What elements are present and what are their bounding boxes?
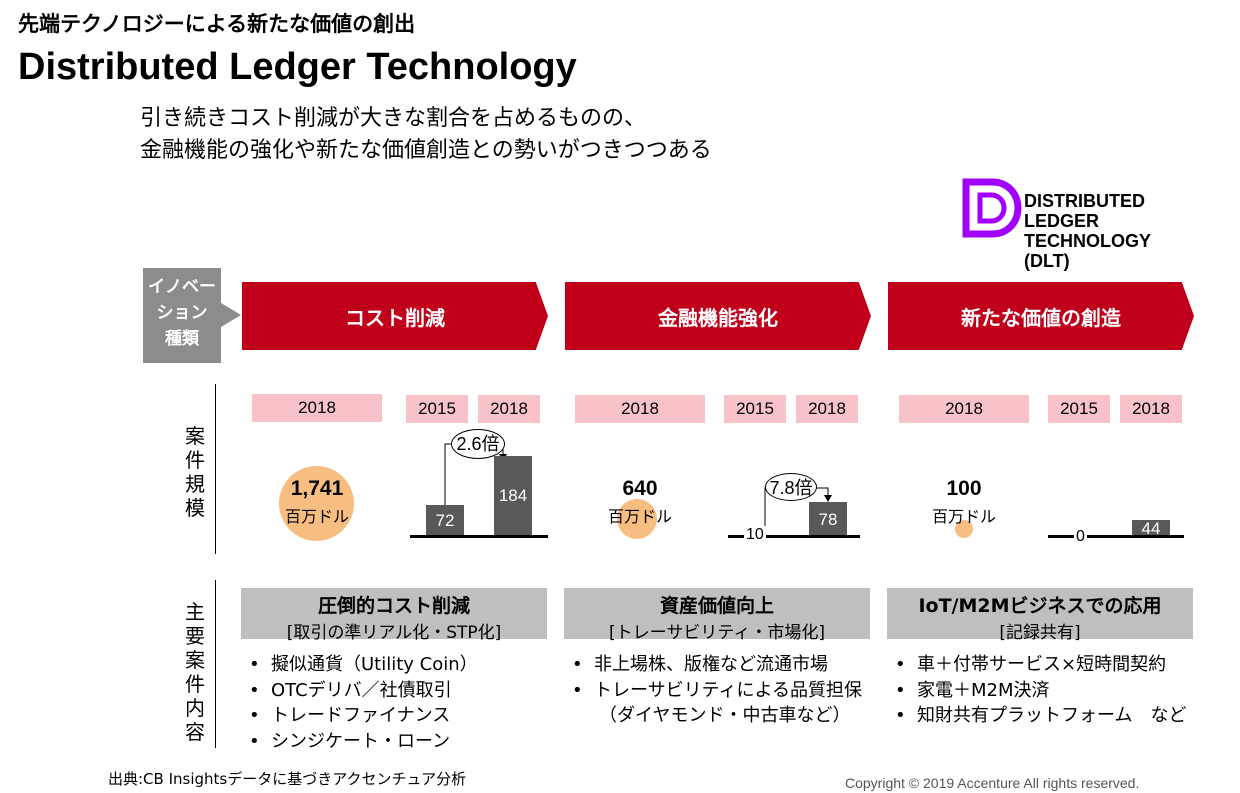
list-item: シンジケート・ローン xyxy=(243,729,478,755)
bar-2015: 72 xyxy=(426,505,464,537)
arrow-right-icon xyxy=(221,303,241,327)
row-label-content: 主要案件内容 xyxy=(185,600,205,744)
divider xyxy=(215,580,216,748)
value-bubble xyxy=(955,520,973,538)
deal-unit: 百万ドル xyxy=(284,507,349,526)
bullet-list-finance: 非上場株、版権など流通市場 トレーサビリティによる品質担保 （ダイヤモンド・中古… xyxy=(566,652,862,729)
content-box-value: IoT/M2Mビジネスでの応用 [記録共有] xyxy=(887,588,1193,643)
content-box-cost: 圧倒的コスト削減 [取引の準リアル化・STP化] xyxy=(241,588,547,643)
subtitle-line-1: 引き続きコスト削減が大きな割合を占めるものの、 xyxy=(140,106,647,131)
list-item: 知財共有プラットフォーム など xyxy=(889,703,1186,729)
chart-baseline xyxy=(728,535,860,538)
content-box-finance: 資産価値向上 [トレーサビリティ・市場化] xyxy=(564,588,870,643)
dlt-logo-text: DISTRIBUTED LEDGER TECHNOLOGY (DLT) xyxy=(1024,191,1152,271)
year-pill: 2015 xyxy=(406,395,468,423)
value-bubble xyxy=(617,499,657,539)
list-item: 家電＋M2M決済 xyxy=(889,678,1186,704)
category-header-cost: コスト削減 xyxy=(242,282,548,350)
bar-2018: 184 xyxy=(494,456,532,537)
row-label-scale: 案件規模 xyxy=(185,424,205,520)
category-header-value: 新たな価値の創造 xyxy=(888,282,1194,350)
value-bubble xyxy=(279,466,354,541)
list-item: （ダイヤモンド・中古車など） xyxy=(599,705,851,726)
deal-unit: 百万ドル xyxy=(931,507,996,526)
subtitle-line-2: 金融機能の強化や新たな価値創造との勢いがつきつつある xyxy=(140,138,712,163)
year-pill: 2015 xyxy=(724,395,786,423)
innovation-type-label: イノベー ション 種類 xyxy=(143,268,221,363)
list-item: OTCデリバ／社債取引 xyxy=(243,678,478,704)
bullet-list-value: 車＋付帯サービス×短時間契約 家電＋M2M決済 知財共有プラットフォーム など xyxy=(889,652,1186,729)
year-pill: 2018 xyxy=(1120,395,1182,423)
bar-2018: 44 xyxy=(1132,520,1170,537)
category-header-finance: 金融機能強化 xyxy=(565,282,871,350)
bullet-list-cost: 擬似通貨（Utility Coin） OTCデリバ／社債取引 トレードファイナン… xyxy=(243,652,478,754)
bar-2015-value: 10 xyxy=(744,526,766,544)
dlt-logo-icon xyxy=(962,178,1022,238)
chart-baseline xyxy=(410,535,548,538)
list-item: トレーサビリティによる品質担保 xyxy=(566,678,862,704)
growth-ratio: 2.6倍 xyxy=(451,429,505,459)
source-note: 出典:CB Insightsデータに基づきアクセンチュア分析 xyxy=(108,770,467,788)
bar-2015-value: 0 xyxy=(1074,528,1087,546)
deal-value: 100 xyxy=(946,477,982,500)
year-pill: 2018 xyxy=(796,395,858,423)
deal-value: 1,741 xyxy=(290,477,344,500)
year-pill: 2015 xyxy=(1048,395,1110,423)
list-item: 擬似通貨（Utility Coin） xyxy=(243,652,478,678)
bar-2018: 78 xyxy=(809,502,847,537)
divider xyxy=(215,384,216,554)
deal-value: 640 xyxy=(622,477,658,500)
list-item: トレードファイナンス xyxy=(243,703,478,729)
section-title: 先端テクノロジーによる新たな価値の創出 xyxy=(18,12,416,36)
list-item: 非上場株、版権など流通市場 xyxy=(566,652,862,678)
year-pill: 2018 xyxy=(478,395,540,423)
year-pill: 2018 xyxy=(575,395,705,423)
year-pill: 2018 xyxy=(252,394,382,422)
list-item: 車＋付帯サービス×短時間契約 xyxy=(889,652,1186,678)
growth-ratio: 7.8倍 xyxy=(765,473,817,501)
deal-unit: 百万ドル xyxy=(607,507,672,526)
page-title: Distributed Ledger Technology xyxy=(18,46,577,88)
chart-baseline xyxy=(1048,535,1184,538)
year-pill: 2018 xyxy=(899,395,1029,423)
copyright: Copyright © 2019 Accenture All rights re… xyxy=(845,775,1140,791)
